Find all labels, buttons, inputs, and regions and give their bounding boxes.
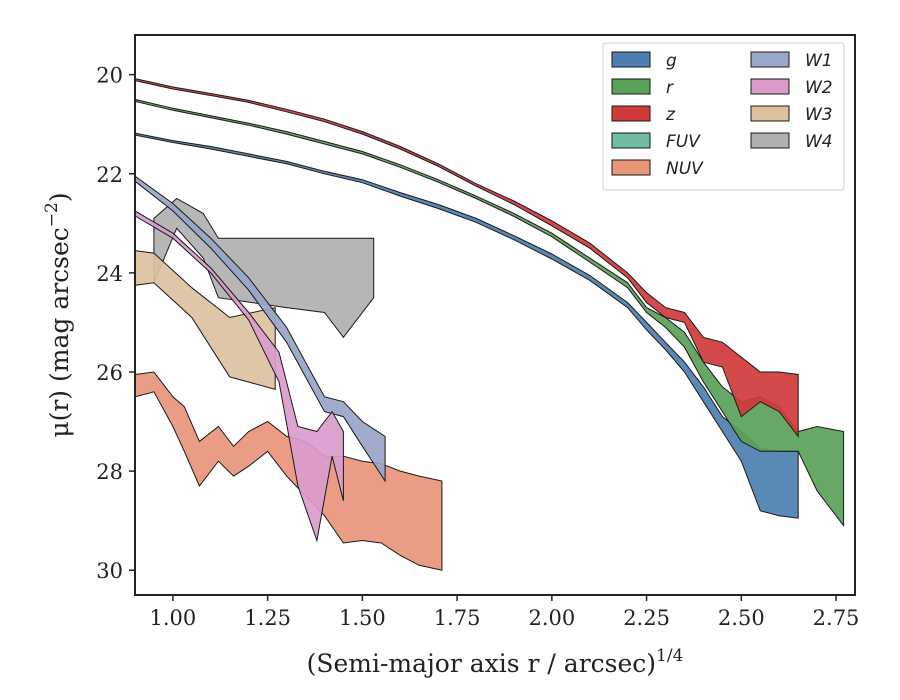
x-tick-label: 1.00 — [150, 606, 197, 630]
x-tick-label: 2.25 — [623, 606, 670, 630]
legend-label-z: z — [665, 105, 676, 125]
x-tick-label: 2.50 — [718, 606, 765, 630]
legend-swatch-w1 — [750, 51, 790, 68]
y-axis: 20 22 24 26 28 30 — [96, 64, 135, 583]
x-axis: 1.00 1.25 1.50 1.75 2.00 2.25 2.50 2.75 — [150, 595, 860, 630]
band-w4 — [153, 197, 375, 339]
legend-swatch-r — [611, 78, 651, 95]
y-tick-label: 26 — [96, 361, 123, 385]
y-axis-label: μ(r) (mag arcsec−2) — [42, 192, 74, 437]
y-tick-label: 30 — [96, 559, 123, 583]
legend-swatch-w4 — [750, 132, 790, 149]
legend-swatch-w3 — [750, 105, 790, 122]
x-tick-label: 1.50 — [339, 606, 386, 630]
y-tick-label: 24 — [96, 262, 123, 286]
legend: grz FUV NUV W1 W2 W3 W4 — [602, 42, 845, 191]
x-tick-label: 1.75 — [434, 606, 481, 630]
legend-swatch-w2 — [750, 78, 790, 95]
legend-label-g: g — [666, 51, 677, 71]
band-w2 — [134, 210, 344, 543]
band-g — [134, 132, 799, 519]
band-layer — [134, 77, 845, 571]
y-tick-label: 22 — [96, 163, 123, 187]
legend-label-w1: W1 — [805, 51, 833, 71]
legend-label-w2: W2 — [805, 78, 833, 98]
band-z — [134, 77, 799, 438]
band-r — [134, 98, 845, 528]
x-tick-label: 1.25 — [244, 606, 291, 630]
y-axis-label-exponent: −2 — [42, 202, 62, 227]
plot-frame — [134, 34, 856, 596]
legend-swatch-fuv — [611, 132, 651, 149]
legend-swatch-g — [611, 51, 651, 68]
legend-label-fuv: FUV — [666, 132, 701, 152]
legend-swatch-z — [611, 105, 651, 122]
legend-label-w3: W3 — [805, 105, 833, 125]
band-nuv — [134, 371, 443, 571]
legend-label-w4: W4 — [805, 132, 833, 152]
y-tick-label: 20 — [96, 64, 123, 88]
band-w1 — [134, 175, 386, 483]
x-axis-label: (Semi-major axis r / arcsec)1/4 — [307, 646, 684, 678]
x-tick-label: 2.75 — [813, 606, 860, 630]
x-axis-label-exponent: 1/4 — [656, 646, 683, 666]
y-tick-label: 28 — [96, 460, 123, 484]
band-w3 — [134, 250, 276, 390]
legend-swatch-nuv — [611, 159, 651, 176]
legend-label-r: r — [666, 78, 674, 98]
x-tick-label: 2.00 — [528, 606, 575, 630]
y-axis-label-close: ) — [45, 192, 74, 202]
legend-label-nuv: NUV — [666, 159, 704, 179]
